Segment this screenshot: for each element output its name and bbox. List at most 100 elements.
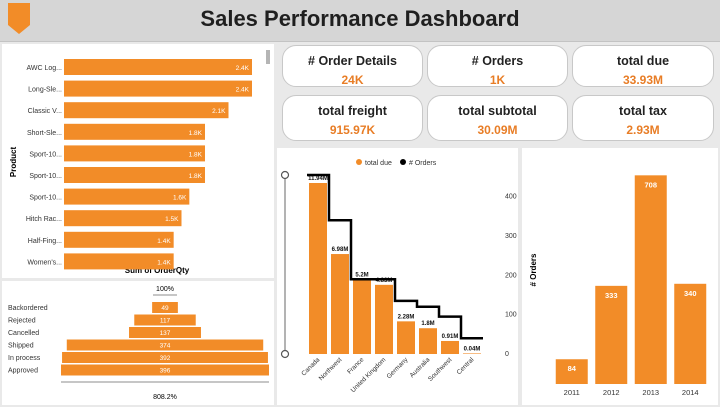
legend-orders-marker (400, 159, 406, 165)
kpi-card-order-details: # Order Details 24K (282, 45, 423, 87)
product-bar (64, 59, 252, 75)
product-bar (64, 102, 229, 119)
product-bar-value: 2.4K (236, 87, 250, 94)
kpi-label: # Order Details (308, 54, 397, 68)
range-slider-top-handle[interactable] (280, 170, 290, 180)
year-bar (674, 283, 707, 384)
orders-step-line (307, 173, 483, 340)
territory-bar-value: 4.83M (376, 278, 393, 284)
orders-by-year-chart: # Orders 84 2011 333 2012 708 2013 340 2014 (529, 175, 707, 397)
orders-axis-label: # Orders (529, 253, 538, 286)
legend-total-due-marker (356, 159, 362, 165)
funnel-bar (66, 339, 264, 351)
territory-bar (397, 321, 415, 354)
orderqty-axis-label: Sum of OrderQty (125, 266, 190, 275)
range-slider-bottom-handle[interactable] (280, 349, 290, 359)
funnel-bar-value: 117 (160, 318, 171, 325)
kpi-value: 915.97K (329, 123, 376, 137)
territory-bar (463, 353, 481, 354)
funnel-bar-value: 374 (160, 343, 171, 350)
funnel-stage-label: Cancelled (8, 330, 39, 337)
territory-bar-value: 0.91M (442, 334, 459, 340)
kpi-card-total-due: total due 33.93M (572, 45, 714, 87)
kpi-label: total freight (318, 104, 387, 118)
funnel-top-label: 100% (156, 286, 174, 293)
status-funnel-panel: 100% 808.2% Backordered 49 Rejected 117 Canc… (2, 281, 274, 405)
product-label: Women's... (27, 259, 62, 266)
y2-tick-label: 100 (505, 312, 517, 319)
product-label: Hitch Rac... (26, 216, 62, 223)
product-bar (64, 231, 174, 248)
product-bar-value: 1.8K (189, 151, 203, 158)
product-label: Long-Sle... (28, 87, 62, 94)
funnel-bar-value: 392 (160, 355, 171, 362)
product-label: Sport-10... (29, 195, 62, 202)
territory-bar-value: 6.98M (332, 247, 349, 253)
product-label: AWC Log... (26, 65, 62, 72)
product-bar (64, 253, 174, 270)
funnel-bar (62, 352, 268, 363)
funnel-bottom-label: 808.2% (153, 394, 177, 401)
kpi-label: total subtotal (458, 104, 537, 118)
product-chart-panel: Product Sum of OrderQty AWC Log... 2.4K Lo… (2, 44, 274, 278)
year-bar-value: 340 (684, 289, 697, 298)
product-label: Sport-10... (29, 173, 62, 180)
funnel-bar (134, 314, 196, 326)
territory-bar (419, 328, 437, 354)
product-axis-label: Product (9, 147, 18, 178)
scrollbar-thumb[interactable] (266, 50, 270, 64)
territory-bar-value: 5.2M (355, 273, 368, 279)
territory-bar (331, 254, 349, 354)
product-label: Classic V... (28, 108, 62, 115)
product-bar-value: 1.6K (173, 195, 187, 202)
year-bar-value: 84 (568, 364, 577, 373)
territory-bar-value: 1.8M (421, 321, 434, 327)
product-bar-value: 1.5K (165, 216, 179, 223)
product-bar-value: 1.8K (189, 173, 203, 180)
year-bar-value: 333 (605, 291, 618, 300)
product-label: Short-Sle... (27, 130, 62, 137)
territory-label: Canada (300, 356, 321, 377)
year-bar (634, 175, 667, 384)
kpi-value: 30.09M (477, 123, 518, 137)
product-bar-value: 2.4K (236, 65, 250, 72)
product-bar (64, 210, 182, 227)
funnel-bar-value: 396 (160, 368, 171, 375)
product-qty-chart: Product Sum of OrderQty AWC Log... 2.4K Lo… (9, 50, 270, 275)
kpi-label: total tax (619, 104, 667, 118)
product-bar (64, 167, 205, 183)
funnel-bar-value: 49 (161, 305, 169, 312)
dashboard-title: Sales Performance Dashboard (200, 6, 520, 31)
product-bar-value: 1.4K (157, 238, 171, 245)
y2-tick-label: 300 (505, 233, 517, 240)
territory-bar (309, 183, 327, 354)
kpi-value: 1K (489, 73, 506, 87)
product-bar (64, 145, 205, 162)
territory-label: France (346, 356, 366, 376)
territory-chart-panel: total due # Orders 0 100 200 300 400 11.94M Ca… (277, 148, 518, 405)
territory-label: Southwest (427, 356, 454, 383)
territory-label: Central (456, 356, 476, 376)
bookmark-logo-icon (8, 3, 30, 34)
territory-bar (441, 340, 459, 354)
year-label: 2011 (564, 388, 580, 397)
legend-orders: # Orders (409, 160, 437, 167)
y2-tick-label: 0 (505, 351, 509, 358)
funnel-stage-label: Rejected (8, 318, 36, 325)
territory-bar-value: 2.28M (398, 314, 415, 320)
year-label: 2012 (603, 388, 620, 397)
territory-bar-value: 0.04M (464, 346, 481, 352)
year-label: 2013 (642, 388, 659, 397)
product-bar (64, 123, 205, 140)
product-bar-value: 1.8K (189, 130, 203, 137)
funnel-stage-label: In process (8, 355, 41, 362)
year-bar (595, 285, 628, 384)
territory-combo-chart: total due # Orders 0 100 200 300 400 11.94M Ca… (280, 159, 517, 394)
kpi-label: total due (616, 54, 670, 68)
territory-label: Germany (386, 356, 410, 380)
funnel-stage-label: Backordered (8, 305, 48, 312)
kpi-card-total-freight: total freight 915.97K (282, 95, 423, 141)
territory-bar (353, 279, 371, 354)
y2-tick-label: 400 (505, 194, 517, 201)
kpi-value: 33.93M (622, 73, 664, 87)
